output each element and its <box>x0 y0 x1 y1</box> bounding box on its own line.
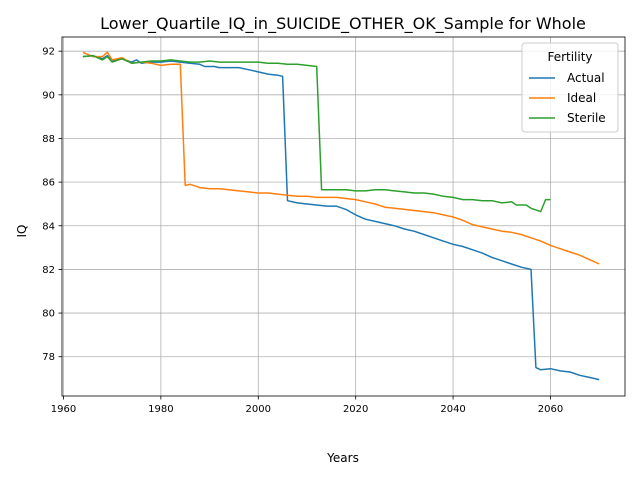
y-tick-label: 86 <box>42 178 55 189</box>
y-tick-label: 78 <box>42 352 55 363</box>
legend: Fertility Actual Ideal Sterile <box>521 42 619 133</box>
x-tick-label: 2020 <box>343 404 368 415</box>
y-tick-label: 84 <box>42 221 55 232</box>
series-line-sterile <box>82 54 551 213</box>
y-tick-label: 88 <box>42 134 55 145</box>
series-line-ideal <box>82 51 600 265</box>
y-axis-ticks: 78 80 82 84 86 88 90 92 <box>42 47 62 363</box>
x-tick-label: 2000 <box>246 404 271 415</box>
x-tick-label: 2040 <box>440 404 465 415</box>
y-tick-label: 82 <box>42 265 55 276</box>
legend-title: Fertility <box>547 50 592 64</box>
grid <box>62 37 625 396</box>
legend-label-actual: Actual <box>567 71 605 85</box>
x-tick-label: 1980 <box>148 404 173 415</box>
y-tick-label: 90 <box>42 90 55 101</box>
y-axis-label: IQ <box>15 225 29 238</box>
x-axis-ticks: 1960 1980 2000 2020 2040 2060 <box>51 396 563 415</box>
legend-entries: Actual Ideal Sterile <box>529 71 606 125</box>
plot-frame <box>61 36 626 397</box>
legend-label-ideal: Ideal <box>567 91 596 105</box>
legend-label-sterile: Sterile <box>567 111 606 125</box>
chart-title: Lower_Quartile_IQ_in_SUICIDE_OTHER_OK_Sa… <box>100 14 586 34</box>
series-line-actual <box>82 54 600 381</box>
series-lines <box>82 51 600 381</box>
x-axis-label: Years <box>326 451 359 465</box>
y-tick-label: 80 <box>42 309 55 320</box>
y-tick-label: 92 <box>42 47 55 58</box>
x-tick-label: 2060 <box>538 404 563 415</box>
legend-frame <box>521 42 619 133</box>
x-tick-label: 1960 <box>51 404 76 415</box>
